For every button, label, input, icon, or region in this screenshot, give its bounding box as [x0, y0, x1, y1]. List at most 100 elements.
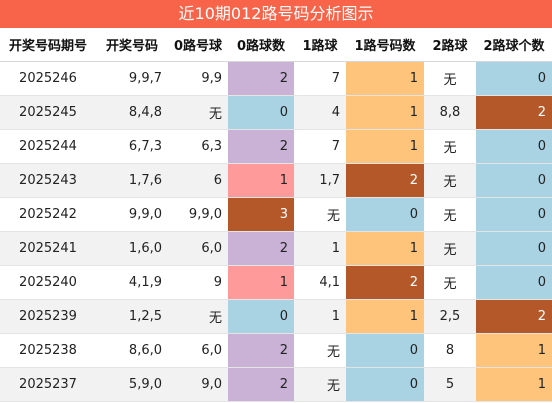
cell-one-count: 2: [346, 265, 424, 300]
cell-zero-count: 2: [228, 61, 294, 96]
cell-two-balls: 无: [424, 61, 476, 96]
table-row: 2025241 1,6,0 6,0 2 1 1 无 0: [0, 231, 552, 266]
cell-two-balls: 8: [424, 333, 476, 368]
header-zero-count: 0路球数: [228, 28, 294, 62]
table-row: 2025239 1,2,5 无 0 1 1 2,5 2: [0, 299, 552, 334]
cell-two-balls: 2,5: [424, 299, 476, 334]
header-one-balls: 1路球: [294, 28, 346, 62]
cell-zero-count: 2: [228, 333, 294, 368]
cell-numbers: 1,7,6: [96, 163, 168, 198]
cell-one-balls: 4,1: [294, 265, 346, 300]
cell-zero-count: 3: [228, 197, 294, 232]
cell-two-count: 2: [476, 299, 552, 334]
cell-one-balls: 4: [294, 95, 346, 130]
page-title: 近10期012路号码分析图示: [0, 0, 552, 28]
cell-numbers: 9,9,7: [96, 61, 168, 96]
cell-numbers: 6,7,3: [96, 129, 168, 164]
cell-numbers: 5,9,0: [96, 367, 168, 402]
cell-one-balls: 无: [294, 197, 346, 232]
cell-one-balls: 7: [294, 129, 346, 164]
cell-zero-count: 0: [228, 95, 294, 130]
cell-one-balls: 1: [294, 299, 346, 334]
cell-zero-count: 0: [228, 299, 294, 334]
cell-two-count: 0: [476, 61, 552, 96]
table-row: 2025243 1,7,6 6 1 1,7 2 无 0: [0, 163, 552, 198]
table-row: 2025237 5,9,0 9,0 2 无 0 5 1: [0, 367, 552, 402]
cell-period: 2025245: [0, 95, 96, 130]
cell-numbers: 8,6,0: [96, 333, 168, 368]
cell-one-count: 0: [346, 333, 424, 368]
cell-period: 2025244: [0, 129, 96, 164]
cell-numbers: 4,1,9: [96, 265, 168, 300]
cell-two-balls: 5: [424, 367, 476, 402]
cell-zero-count: 2: [228, 367, 294, 402]
cell-zero-count: 2: [228, 129, 294, 164]
header-zero-balls: 0路号球: [168, 28, 228, 62]
cell-two-count: 1: [476, 367, 552, 402]
cell-zero-balls: 无: [168, 95, 228, 130]
cell-period: 2025237: [0, 367, 96, 402]
cell-one-count: 1: [346, 95, 424, 130]
cell-two-count: 0: [476, 231, 552, 266]
cell-one-count: 1: [346, 231, 424, 266]
cell-numbers: 1,6,0: [96, 231, 168, 266]
header-two-count: 2路球个数: [476, 28, 552, 62]
header-period: 开奖号码期号: [0, 28, 96, 62]
cell-period: 2025242: [0, 197, 96, 232]
cell-one-count: 0: [346, 367, 424, 402]
cell-two-count: 2: [476, 95, 552, 130]
cell-one-balls: 1,7: [294, 163, 346, 198]
cell-two-balls: 无: [424, 129, 476, 164]
cell-one-count: 1: [346, 299, 424, 334]
cell-one-balls: 无: [294, 367, 346, 402]
cell-two-count: 0: [476, 163, 552, 198]
table-row: 2025238 8,6,0 6,0 2 无 0 8 1: [0, 333, 552, 368]
cell-zero-count: 2: [228, 231, 294, 266]
cell-zero-balls: 9,0: [168, 367, 228, 402]
table-row: 2025240 4,1,9 9 1 4,1 2 无 0: [0, 265, 552, 300]
cell-one-count: 1: [346, 61, 424, 96]
cell-two-balls: 无: [424, 163, 476, 198]
cell-zero-count: 1: [228, 163, 294, 198]
table-row: 2025245 8,4,8 无 0 4 1 8,8 2: [0, 95, 552, 130]
cell-zero-balls: 9,9,0: [168, 197, 228, 232]
table-body: 2025246 9,9,7 9,9 2 7 1 无 0 2025245 8,4,8 无 0 4 1 8,8 2…: [0, 61, 552, 402]
cell-two-count: 1: [476, 333, 552, 368]
cell-zero-balls: 6,0: [168, 231, 228, 266]
cell-zero-balls: 6: [168, 163, 228, 198]
cell-two-count: 0: [476, 197, 552, 232]
cell-two-balls: 8,8: [424, 95, 476, 130]
cell-two-count: 0: [476, 265, 552, 300]
cell-one-count: 1: [346, 129, 424, 164]
cell-zero-balls: 9,9: [168, 61, 228, 96]
cell-period: 2025241: [0, 231, 96, 266]
header-row: 开奖号码期号 开奖号码 0路号球 0路球数 1路球 1路号码数 2路球 2路球个…: [0, 28, 552, 62]
cell-numbers: 9,9,0: [96, 197, 168, 232]
analysis-table: 开奖号码期号 开奖号码 0路号球 0路球数 1路球 1路号码数 2路球 2路球个…: [0, 28, 552, 402]
cell-period: 2025239: [0, 299, 96, 334]
cell-zero-balls: 无: [168, 299, 228, 334]
cell-one-count: 0: [346, 197, 424, 232]
cell-one-count: 2: [346, 163, 424, 198]
table-row: 2025246 9,9,7 9,9 2 7 1 无 0: [0, 61, 552, 96]
cell-numbers: 1,2,5: [96, 299, 168, 334]
cell-two-balls: 无: [424, 231, 476, 266]
cell-period: 2025246: [0, 61, 96, 96]
cell-period: 2025243: [0, 163, 96, 198]
cell-two-balls: 无: [424, 265, 476, 300]
table-row: 2025242 9,9,0 9,9,0 3 无 0 无 0: [0, 197, 552, 232]
cell-two-count: 0: [476, 129, 552, 164]
cell-period: 2025240: [0, 265, 96, 300]
header-two-balls: 2路球: [424, 28, 476, 62]
cell-zero-balls: 9: [168, 265, 228, 300]
cell-two-balls: 无: [424, 197, 476, 232]
header-one-count: 1路号码数: [346, 28, 424, 62]
table-row: 2025244 6,7,3 6,3 2 7 1 无 0: [0, 129, 552, 164]
header-numbers: 开奖号码: [96, 28, 168, 62]
cell-zero-count: 1: [228, 265, 294, 300]
cell-period: 2025238: [0, 333, 96, 368]
cell-zero-balls: 6,0: [168, 333, 228, 368]
cell-one-balls: 无: [294, 333, 346, 368]
cell-zero-balls: 6,3: [168, 129, 228, 164]
